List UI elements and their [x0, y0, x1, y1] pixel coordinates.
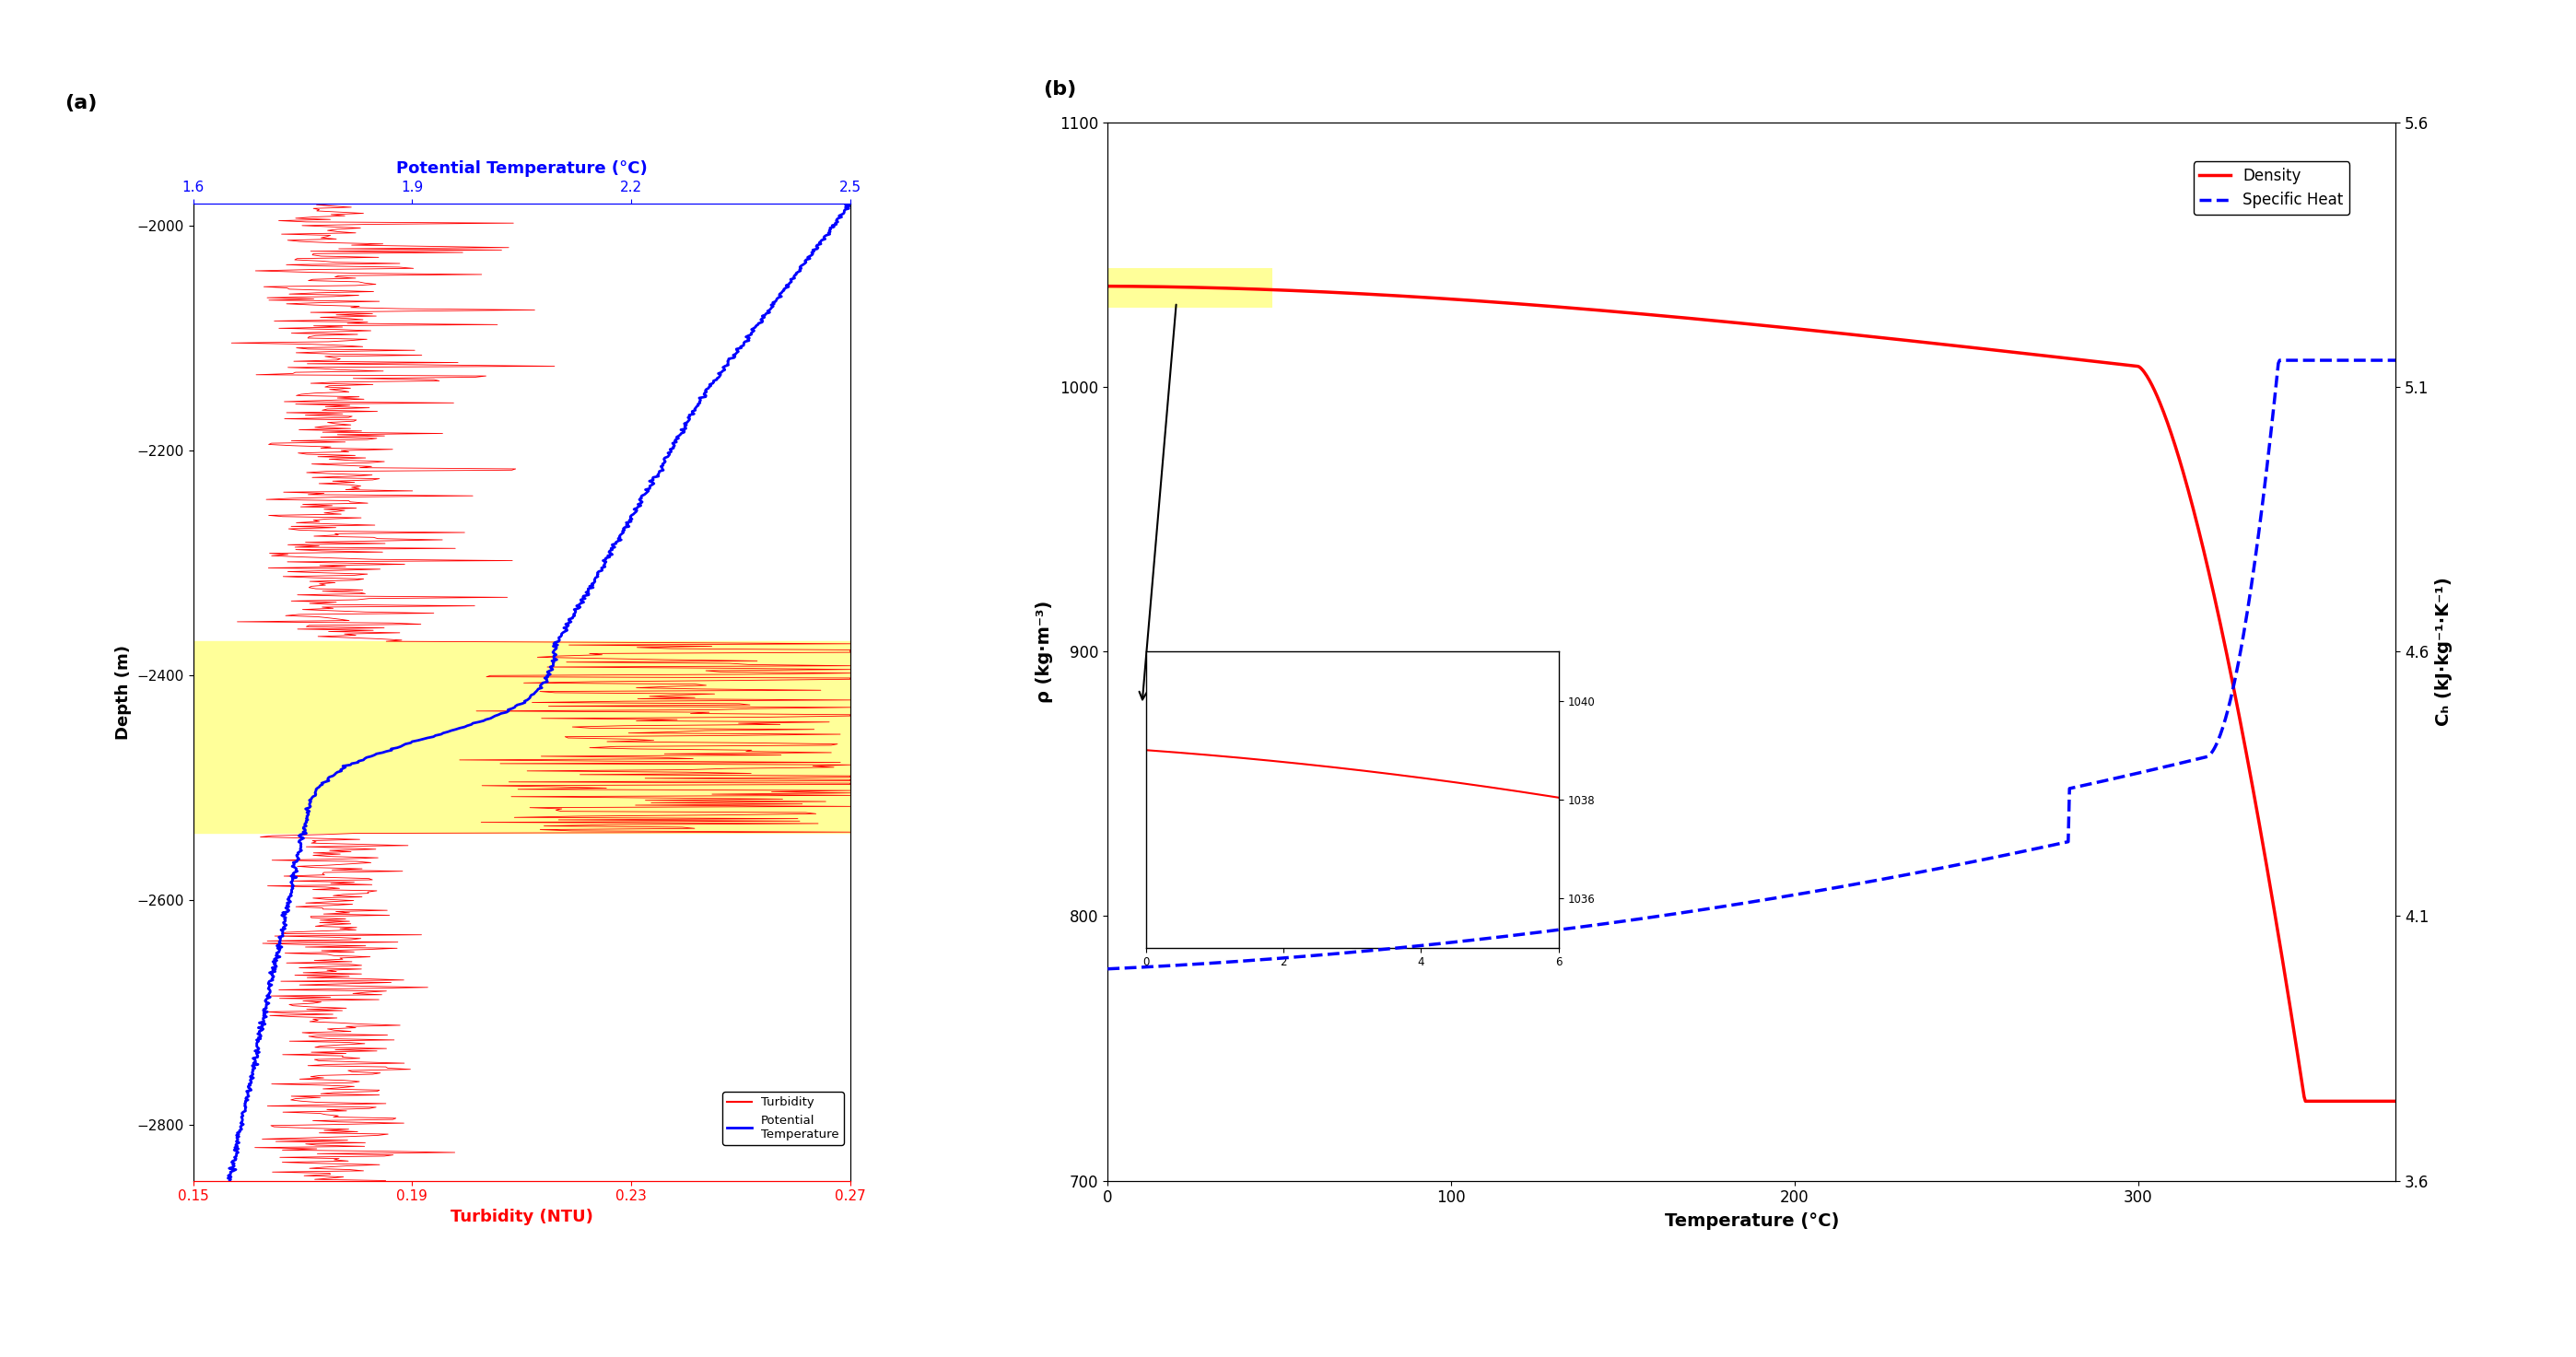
Density	[2290, 1092, 2321, 1109]
Density	[1659, 309, 1690, 326]
Legend: Turbidity, Potential
Temperature: Turbidity, Potential Temperature	[721, 1091, 845, 1145]
Density	[2380, 1092, 2411, 1109]
Y-axis label: Depth (m): Depth (m)	[116, 645, 131, 740]
Specific Heat	[1224, 953, 1255, 969]
Density	[2097, 356, 2128, 372]
Y-axis label: ρ (kg·m⁻³): ρ (kg·m⁻³)	[1036, 600, 1054, 703]
Specific Heat	[1659, 905, 1690, 921]
Line: Density: Density	[1108, 286, 2396, 1101]
Density	[1613, 305, 1643, 322]
Text: (a): (a)	[64, 94, 98, 113]
Density	[1092, 278, 1123, 294]
Specific Heat	[1092, 961, 1123, 977]
Line: Specific Heat: Specific Heat	[1108, 360, 2396, 969]
Legend: Density, Specific Heat: Density, Specific Heat	[2192, 161, 2349, 214]
Bar	[1108, 267, 1273, 307]
X-axis label: Potential Temperature (°C): Potential Temperature (°C)	[397, 160, 647, 176]
Specific Heat	[2097, 771, 2128, 787]
Specific Heat	[1613, 912, 1643, 928]
Density	[1976, 342, 2007, 358]
Bar	[193, 642, 850, 832]
Specific Heat	[2120, 765, 2151, 782]
Density	[2120, 358, 2151, 375]
Specific Heat	[2264, 351, 2295, 368]
Y-axis label: Cₕ (kJ·kg⁻¹·K⁻¹): Cₕ (kJ·kg⁻¹·K⁻¹)	[2434, 577, 2452, 726]
X-axis label: Temperature (°C): Temperature (°C)	[1664, 1213, 1839, 1229]
Specific Heat	[2380, 351, 2411, 368]
Text: (b): (b)	[1043, 80, 1077, 99]
Density	[1224, 281, 1255, 297]
X-axis label: Turbidity (NTU): Turbidity (NTU)	[451, 1209, 592, 1225]
Specific Heat	[1976, 849, 2007, 866]
